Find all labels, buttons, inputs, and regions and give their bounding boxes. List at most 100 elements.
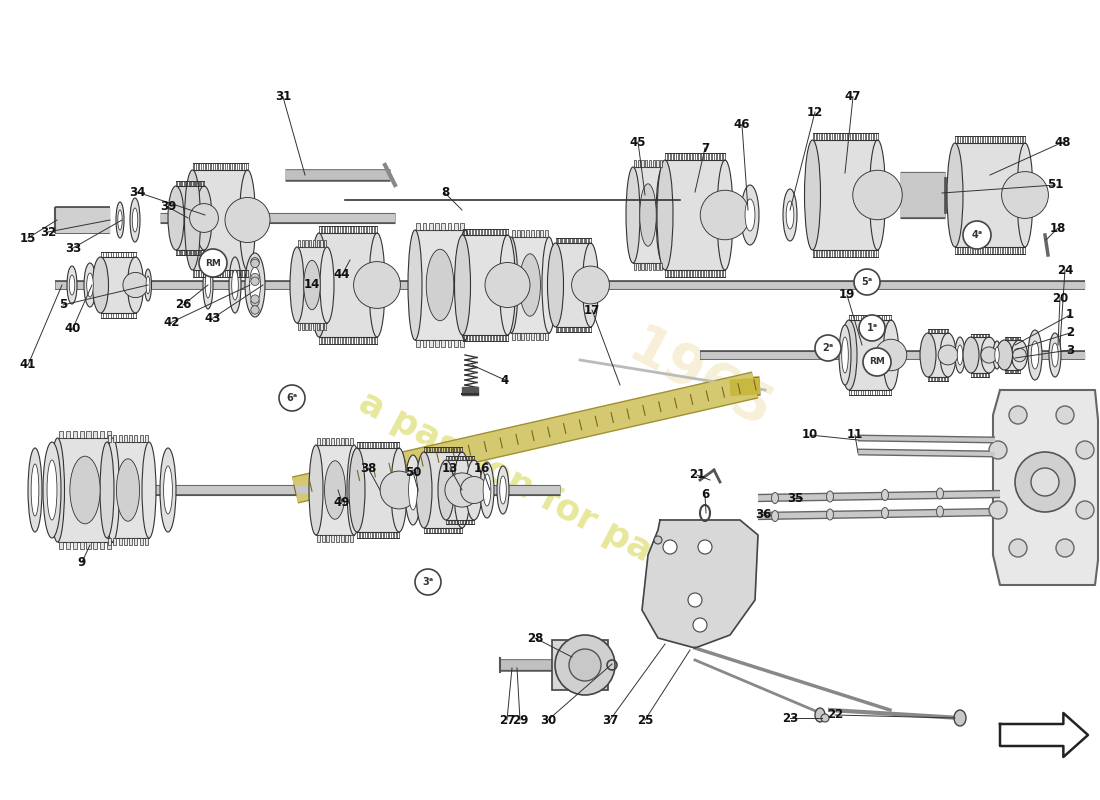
Bar [134, 435, 138, 442]
Circle shape [1015, 452, 1075, 512]
Bar [107, 542, 111, 549]
Ellipse shape [47, 460, 57, 520]
Bar [317, 240, 319, 247]
Bar [434, 340, 439, 347]
Bar [327, 535, 329, 542]
Bar [301, 323, 304, 330]
Text: 51: 51 [1047, 178, 1064, 191]
Bar [416, 223, 420, 230]
Text: 36: 36 [755, 509, 771, 522]
Ellipse shape [142, 442, 156, 538]
Bar [649, 160, 651, 167]
Bar [324, 240, 327, 247]
Bar [306, 240, 308, 247]
Ellipse shape [519, 254, 540, 316]
Ellipse shape [320, 247, 334, 323]
Ellipse shape [962, 337, 979, 373]
Bar [517, 230, 519, 237]
Circle shape [1013, 348, 1026, 362]
Ellipse shape [883, 320, 899, 390]
Text: 1965: 1965 [619, 320, 781, 440]
Text: 46: 46 [734, 118, 750, 131]
Text: 6: 6 [701, 489, 710, 502]
Ellipse shape [1018, 143, 1033, 247]
Ellipse shape [240, 170, 255, 270]
Text: 5: 5 [59, 298, 67, 311]
Bar [358, 448, 399, 532]
Bar [100, 431, 104, 438]
Ellipse shape [804, 140, 821, 250]
Text: 49: 49 [333, 495, 350, 509]
Bar [556, 243, 591, 327]
Text: 8: 8 [441, 186, 449, 199]
Ellipse shape [454, 452, 470, 528]
Circle shape [251, 274, 260, 282]
Ellipse shape [881, 507, 889, 518]
Bar [94, 542, 98, 549]
Bar [641, 263, 644, 270]
Ellipse shape [955, 337, 965, 373]
Bar [113, 435, 117, 442]
Text: 33: 33 [65, 242, 81, 254]
Bar [298, 240, 300, 247]
Ellipse shape [309, 445, 323, 535]
Ellipse shape [28, 448, 42, 532]
Text: 1: 1 [1066, 309, 1074, 322]
Bar [526, 230, 529, 237]
Bar [536, 230, 539, 237]
Text: 28: 28 [527, 631, 543, 645]
Bar [536, 333, 539, 340]
Bar [971, 337, 989, 373]
Bar [119, 435, 122, 442]
Circle shape [415, 569, 441, 595]
Text: 12: 12 [807, 106, 823, 118]
Bar [87, 431, 90, 438]
Circle shape [279, 385, 305, 411]
Circle shape [1056, 539, 1074, 557]
Text: 2ᵃ: 2ᵃ [823, 343, 834, 353]
Text: 43: 43 [205, 311, 221, 325]
Ellipse shape [542, 237, 556, 333]
Ellipse shape [920, 333, 936, 377]
Text: 32: 32 [40, 226, 56, 238]
Text: 24: 24 [1057, 263, 1074, 277]
Bar [100, 257, 135, 313]
Ellipse shape [438, 460, 454, 520]
Text: 35: 35 [786, 491, 803, 505]
Bar [331, 535, 334, 542]
Ellipse shape [583, 243, 598, 327]
Ellipse shape [936, 488, 944, 499]
Circle shape [981, 347, 997, 363]
Bar [319, 233, 377, 337]
Text: 38: 38 [360, 462, 376, 474]
Bar [140, 435, 143, 442]
Bar [73, 542, 77, 549]
Bar [649, 263, 651, 270]
Circle shape [962, 221, 991, 249]
Bar [453, 340, 458, 347]
Bar [324, 323, 327, 330]
Bar [320, 323, 322, 330]
Ellipse shape [304, 260, 320, 310]
Bar [73, 431, 77, 438]
Circle shape [698, 540, 712, 554]
Ellipse shape [206, 272, 211, 298]
Ellipse shape [160, 448, 176, 532]
Text: 44: 44 [333, 269, 350, 282]
Ellipse shape [842, 337, 848, 373]
Text: 9: 9 [78, 555, 86, 569]
Ellipse shape [1049, 333, 1061, 377]
Ellipse shape [815, 708, 825, 722]
Bar [87, 542, 90, 549]
Ellipse shape [483, 474, 491, 506]
Bar [345, 535, 349, 542]
Bar [57, 438, 112, 542]
Text: 39: 39 [160, 201, 176, 214]
Bar [327, 438, 329, 445]
Circle shape [1076, 501, 1094, 519]
Ellipse shape [994, 347, 999, 363]
Ellipse shape [185, 170, 200, 270]
Bar [317, 323, 319, 330]
Circle shape [1076, 441, 1094, 459]
Bar [309, 240, 311, 247]
